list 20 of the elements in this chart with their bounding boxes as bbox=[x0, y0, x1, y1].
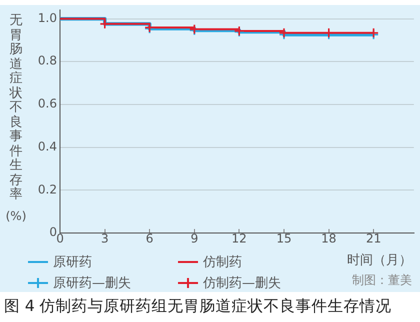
legend-label: 原研药—删失 bbox=[53, 275, 131, 292]
x-axis-title: 时间（月） bbox=[347, 252, 412, 269]
x-tick-label: 3 bbox=[100, 231, 109, 246]
y-tick-label: 0.8 bbox=[38, 54, 57, 68]
y-tick-label: 1.0 bbox=[38, 10, 57, 25]
x-tick-label: 12 bbox=[232, 231, 247, 246]
y-tick-label: 0.4 bbox=[38, 139, 57, 154]
x-tick-label: 15 bbox=[276, 231, 292, 246]
y-tick-label: 0.6 bbox=[38, 96, 57, 111]
text: 无胃肠道症状不良事件生存率(%) bbox=[6, 13, 26, 222]
x-tick-label: 9 bbox=[190, 231, 198, 246]
text: 制图：董美 bbox=[352, 272, 412, 289]
legend-label: 仿制药 bbox=[203, 254, 242, 271]
legend-label: 仿制药—删失 bbox=[203, 275, 281, 292]
y-tick-label: 0.2 bbox=[38, 182, 57, 196]
x-tick-label: 18 bbox=[321, 231, 336, 246]
x-tick-label: 6 bbox=[146, 231, 154, 246]
text: 图 4 仿制药与原研药组无胃肠道症状不良事件生存情况 bbox=[4, 296, 392, 317]
x-tick-label: 21 bbox=[366, 231, 382, 246]
legend-label: 原研药 bbox=[53, 254, 92, 271]
